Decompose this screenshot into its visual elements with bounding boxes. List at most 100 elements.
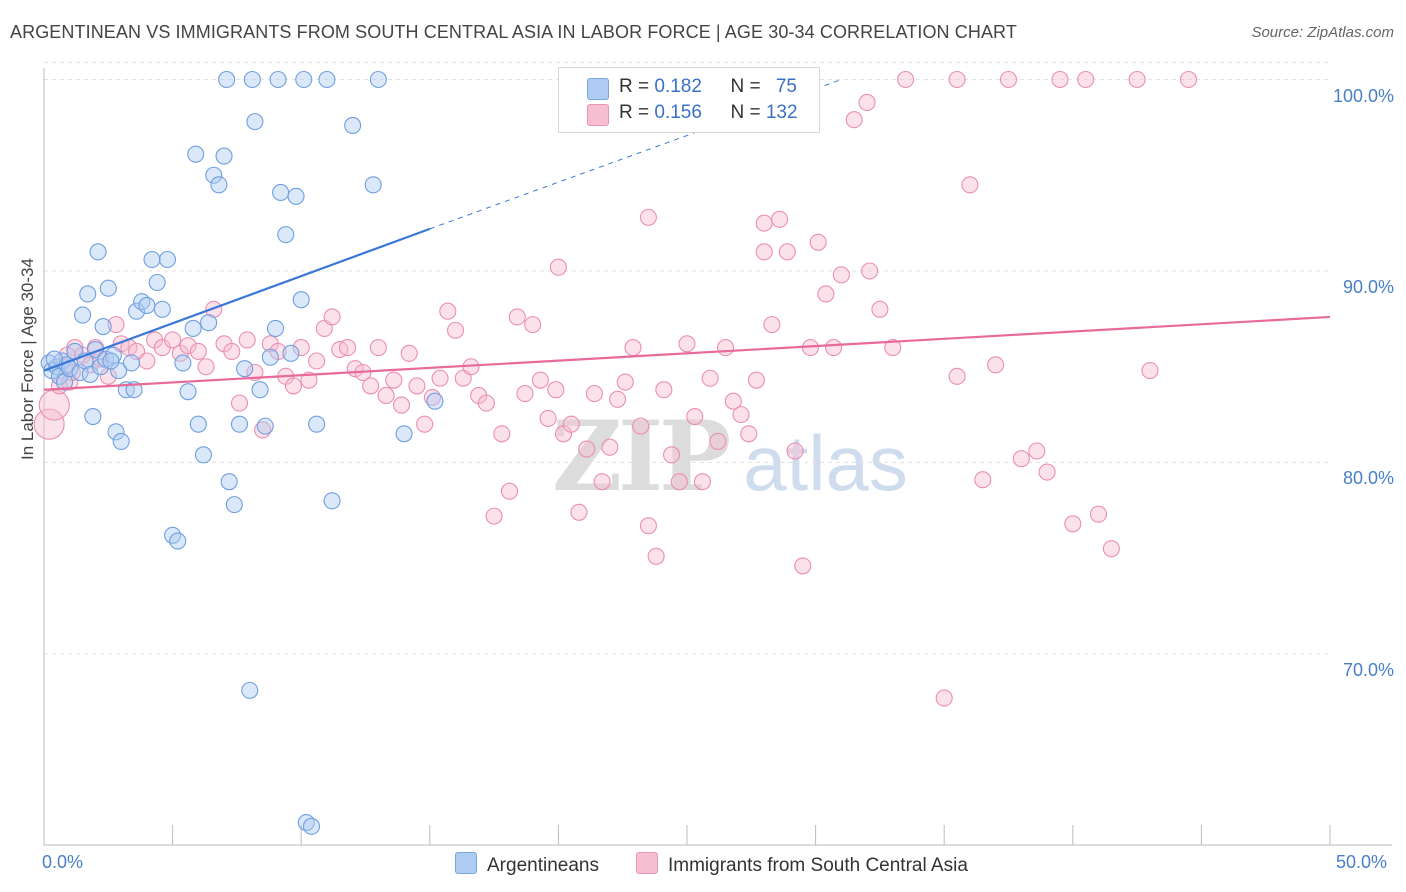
argentineans-point: [369, 70, 387, 89]
argentineans-point: [256, 417, 274, 435]
argentineans-point: [102, 352, 120, 370]
legend-r-value: 0.156: [654, 102, 702, 123]
immigrants-point: [999, 70, 1018, 89]
immigrants-point: [1128, 70, 1146, 89]
immigrants-point: [308, 352, 326, 370]
argentineans-point: [89, 243, 107, 261]
immigrants-point: [362, 377, 380, 395]
immigrants-point: [323, 308, 341, 326]
immigrants-point: [292, 339, 310, 357]
immigrants-point: [549, 258, 567, 276]
immigrants-point: [38, 389, 70, 421]
immigrants-point: [431, 369, 449, 387]
immigrants-point: [616, 373, 634, 391]
x-tick-label-max: 50.0%: [1336, 852, 1388, 872]
argentineans-point: [218, 70, 236, 89]
y-tick-label-70: 70.0%: [1342, 660, 1394, 680]
immigrants-point: [948, 70, 966, 89]
argentineans-point: [395, 425, 413, 443]
argentineans-point: [302, 817, 321, 835]
immigrants-point: [763, 316, 781, 334]
argentineans-point: [158, 250, 177, 269]
immigrants-point: [138, 352, 156, 370]
argentineans-point: [277, 226, 295, 244]
argentineans-point: [323, 492, 341, 510]
immigrants-point: [647, 547, 665, 565]
argentineans-point: [194, 446, 213, 464]
argentineans-point: [179, 383, 197, 401]
immigrants-point: [961, 176, 979, 194]
source-label: Source: ZipAtlas.com: [1251, 24, 1394, 41]
legend-item-argentineans: Argentineans: [455, 852, 599, 877]
argentineans-point: [295, 70, 313, 89]
argentineans-trend-line: [43, 227, 431, 372]
immigrants-point: [717, 339, 735, 357]
watermark: ZIP atlas: [552, 400, 908, 513]
argentineans-point: [220, 473, 238, 491]
immigrants-point: [400, 344, 418, 362]
immigrants-point: [884, 339, 902, 357]
immigrants-point: [392, 396, 411, 414]
legend-label-argentineans: Argentineans: [487, 855, 599, 876]
legend-r-label: R =: [619, 102, 655, 123]
immigrants-point: [531, 371, 549, 389]
argentineans-point: [128, 302, 146, 320]
immigrants-point: [238, 331, 256, 349]
immigrants-point: [601, 438, 619, 456]
legend-swatch-blue: [455, 852, 477, 874]
immigrants-point: [547, 381, 565, 399]
argentineans-point: [174, 354, 192, 372]
immigrants-point: [794, 557, 812, 575]
immigrants-point: [724, 392, 742, 410]
immigrants-point: [300, 371, 318, 389]
immigrants-point: [439, 302, 457, 320]
immigrants-point: [693, 473, 711, 491]
immigrants-point: [871, 300, 889, 318]
argentineans-point: [153, 300, 171, 318]
argentineans-point: [236, 360, 254, 378]
argentineans-point: [122, 354, 140, 372]
y-tick-label-80: 80.0%: [1342, 468, 1394, 488]
immigrants-point: [832, 266, 850, 284]
immigrants-point: [670, 473, 688, 491]
immigrants-point: [485, 507, 503, 525]
immigrants-point: [809, 233, 827, 251]
immigrants-point: [678, 335, 696, 353]
immigrants-point: [223, 342, 241, 360]
immigrants-point: [1089, 505, 1108, 523]
y-axis-label: In Labor Force | Age 30-34: [18, 258, 37, 460]
immigrants-point: [1077, 70, 1095, 89]
argentineans-point: [184, 319, 202, 338]
immigrants-point: [747, 371, 765, 389]
argentineans-point: [246, 113, 264, 131]
immigrants-point: [524, 316, 542, 334]
legend-pink-swatch: [587, 104, 609, 126]
immigrants-point: [1141, 362, 1159, 380]
immigrants-point: [1179, 70, 1198, 89]
argentineans-point: [143, 250, 161, 269]
argentineans-point: [138, 296, 156, 315]
argentineans-point: [292, 291, 310, 309]
immigrants-point: [639, 208, 657, 226]
immigrants-point: [562, 415, 580, 433]
argentineans-point: [344, 116, 362, 135]
immigrants-point: [858, 93, 876, 112]
argentineans-point: [205, 166, 223, 184]
immigrants-point: [817, 285, 835, 303]
immigrants-point: [655, 381, 673, 399]
argentineans-point: [269, 70, 287, 89]
immigrants-point: [1028, 442, 1046, 460]
immigrants-point: [578, 440, 596, 458]
legend-n-label: N =: [730, 102, 766, 123]
immigrants-point: [593, 473, 611, 491]
immigrants-point: [446, 321, 465, 339]
argentineans-point: [112, 432, 130, 450]
argentineans-point: [266, 319, 285, 338]
immigrants-point: [164, 331, 182, 349]
argentineans-point: [282, 344, 300, 362]
argentineans-point: [84, 407, 102, 426]
immigrants-point: [771, 210, 789, 228]
immigrants-point: [778, 243, 796, 261]
argentineans-point: [210, 176, 228, 194]
immigrants-point: [493, 425, 511, 443]
